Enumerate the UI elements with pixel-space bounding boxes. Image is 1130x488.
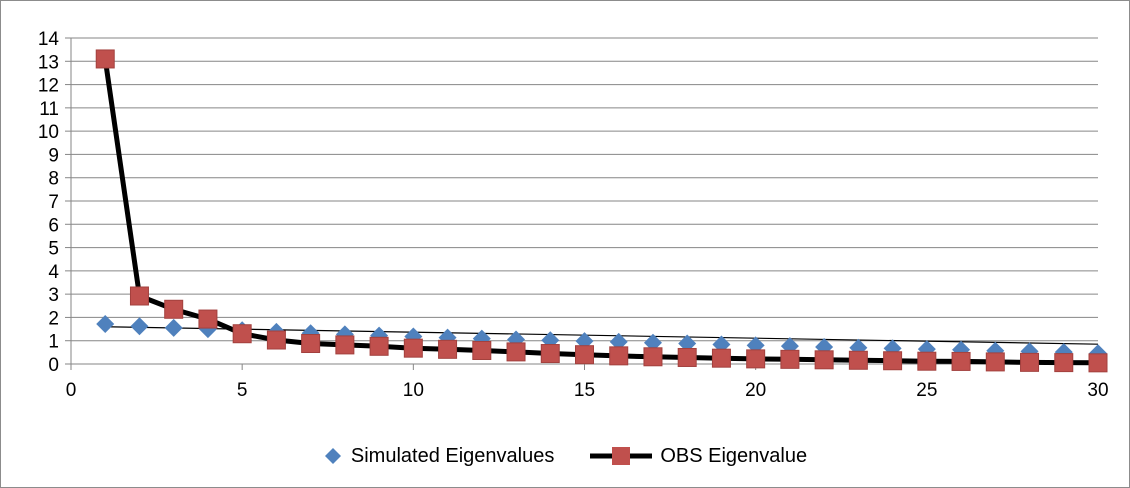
simulated-point [96,314,115,333]
y-tick-label: 14 [38,29,60,50]
obs-point [780,349,800,369]
obs-point [540,344,560,364]
y-tick-label: 8 [48,169,59,190]
y-tick-label: 7 [48,192,59,213]
x-tick-label: 5 [237,380,248,401]
x-tick-label: 25 [916,380,937,401]
obs-point [951,351,971,371]
obs-point [403,338,423,358]
obs-point [609,346,629,366]
obs-point [164,299,184,319]
obs-point [814,350,834,370]
y-tick-label: 11 [39,99,59,120]
obs-point [369,336,389,356]
obs-point [883,351,903,371]
y-tick-label: 4 [48,262,59,283]
obs-point [472,340,492,360]
obs-point [301,334,321,354]
obs-point [643,347,663,367]
legend-item-obs: OBS Eigenvalue [590,445,807,468]
obs-point [711,348,731,368]
obs-point [198,309,218,329]
obs-point [266,330,286,350]
x-tick-label: 20 [745,380,766,401]
y-tick-label: 10 [38,122,59,143]
obs-point [95,49,115,69]
obs-point [506,342,526,362]
data-markers [95,49,1108,373]
y-tick-label: 9 [48,145,59,166]
y-tick-label: 3 [48,285,59,306]
obs-point [917,351,937,371]
legend: Simulated Eigenvalues OBS Eigenvalue [1,441,1129,471]
y-tick-label: 1 [48,332,59,353]
y-tick-label: 12 [38,76,59,97]
legend-item-simulated: Simulated Eigenvalues [323,445,554,468]
obs-point [985,352,1005,372]
x-tick-label: 30 [1087,380,1108,401]
y-tick-label: 13 [38,52,59,73]
obs-point [438,339,458,359]
y-tick-label: 5 [48,239,59,260]
obs-point [232,324,252,344]
obs-point [129,286,149,306]
x-tick-label: 15 [574,380,595,401]
obs-point [1054,353,1074,373]
obs-point [1088,353,1108,373]
obs-point [335,335,355,355]
y-tick-label: 0 [48,355,59,376]
axes [65,37,1099,370]
square-line-marker-icon [590,447,653,465]
grid-lines [71,37,1098,342]
obs-point [1020,352,1040,372]
legend-simulated-swatch [324,448,341,464]
simulated-point [164,318,183,337]
x-tick-label: 10 [403,380,424,401]
obs-point [746,349,766,369]
obs-point [848,350,868,370]
legend-label-simulated: Simulated Eigenvalues [350,444,555,467]
simulated-point [130,317,149,336]
y-tick-label: 2 [48,308,59,329]
obs-point [677,347,697,367]
diamond-marker-icon [324,448,341,464]
legend-label-obs: OBS Eigenvalue [660,444,808,467]
obs-point [575,345,594,365]
legend-obs-swatch [612,447,631,465]
x-tick-label: 0 [66,380,77,401]
y-tick-label: 6 [48,215,59,236]
